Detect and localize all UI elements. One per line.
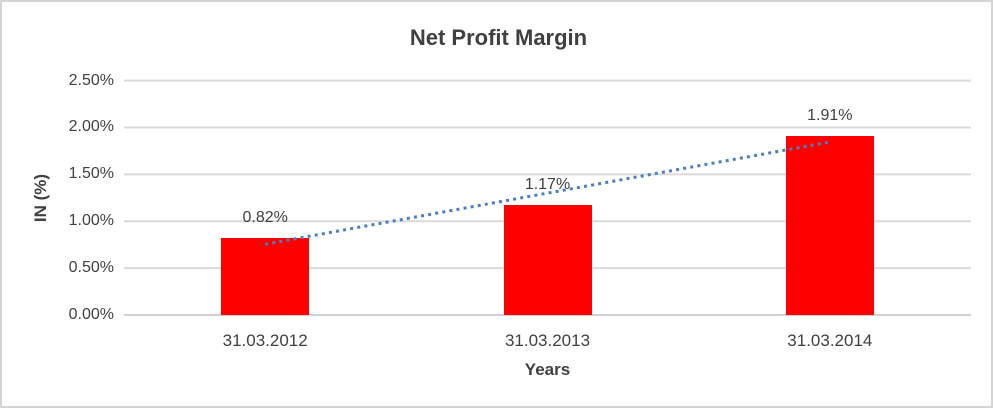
x-tick-label: 31.03.2014 — [787, 331, 873, 350]
bar — [503, 205, 592, 315]
y-tick-label: 0.00% — [68, 306, 114, 323]
y-tick-label: 2.00% — [68, 118, 114, 136]
bar — [785, 135, 874, 315]
data-label: 1.91% — [807, 106, 853, 124]
data-label: 1.17% — [524, 176, 571, 194]
x-tick-label: 31.03.2012 — [222, 331, 308, 350]
x-axis-title: Years — [524, 360, 571, 379]
y-tick-label: 0.50% — [68, 259, 114, 277]
y-tick-label: 2.50% — [68, 71, 114, 89]
y-tick-label: 1.50% — [68, 165, 114, 183]
x-tick-label: 31.03.2013 — [504, 331, 591, 350]
chart-title: Net Profit Margin — [409, 25, 588, 50]
bar — [221, 238, 310, 315]
trendline-dotted — [264, 140, 831, 246]
data-label: 0.82% — [242, 209, 288, 227]
y-tick-label: 1.00% — [68, 212, 114, 230]
